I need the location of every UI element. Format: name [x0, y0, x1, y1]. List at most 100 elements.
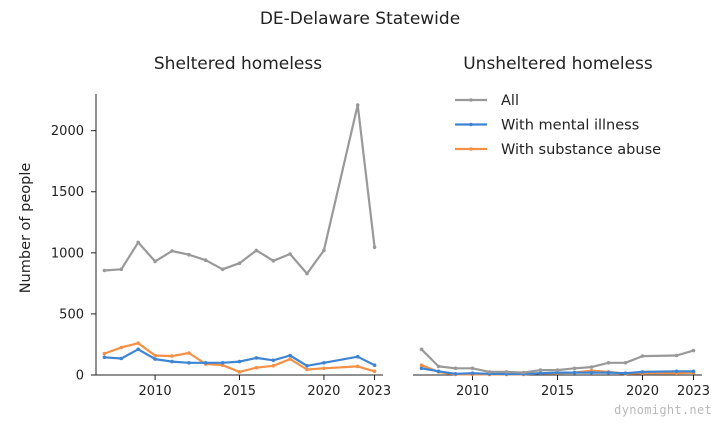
- legend-swatch-marker: [469, 98, 473, 102]
- data-point-with-substance-abuse: [372, 369, 377, 374]
- x-tick-label: 2020: [626, 384, 659, 399]
- data-point-with-substance-abuse: [271, 364, 276, 368]
- y-tick-label: 0: [76, 369, 84, 384]
- panel-title: Sheltered homeless: [154, 54, 322, 74]
- x-tick-label: 2020: [307, 384, 340, 399]
- data-point-with-mental-illness: [623, 371, 628, 376]
- series-line-with-substance-abuse: [104, 342, 375, 373]
- data-point-all: [691, 348, 696, 353]
- data-point-all: [589, 365, 594, 369]
- data-point-with-mental-illness: [119, 356, 124, 361]
- series-line-all: [420, 348, 694, 374]
- data-point-with-mental-illness: [322, 361, 326, 365]
- data-point-with-mental-illness: [305, 364, 309, 368]
- y-tick-label: 1000: [51, 246, 84, 261]
- series-line-with-mental-illness: [104, 348, 376, 367]
- data-point-all: [203, 258, 208, 263]
- data-point-with-mental-illness: [419, 366, 424, 371]
- data-point-all: [487, 370, 492, 374]
- data-point-all: [322, 248, 326, 253]
- data-point-all: [119, 267, 124, 272]
- x-tick-label: 2023: [677, 384, 710, 399]
- x-tick-label: 2010: [456, 384, 489, 399]
- data-point-all: [237, 261, 242, 266]
- data-point-all: [187, 252, 191, 257]
- data-point-with-mental-illness: [538, 371, 543, 376]
- data-point-with-mental-illness: [355, 354, 360, 359]
- data-point-with-mental-illness: [288, 353, 292, 358]
- data-point-all: [170, 249, 174, 253]
- data-point-with-substance-abuse: [237, 370, 242, 374]
- y-axis-label: Number of people: [18, 163, 34, 294]
- y-tick-label: 2000: [51, 124, 84, 139]
- data-point-with-mental-illness: [606, 370, 611, 375]
- legend-label: With mental illness: [501, 118, 639, 134]
- data-point-with-substance-abuse: [288, 357, 292, 361]
- data-point-with-substance-abuse: [119, 345, 124, 350]
- data-point-with-mental-illness: [555, 370, 560, 375]
- x-tick-label: 2010: [139, 384, 172, 399]
- data-point-with-mental-illness: [220, 361, 225, 365]
- data-point-all: [504, 370, 509, 374]
- data-point-with-mental-illness: [691, 369, 696, 374]
- panel-title: Unsheltered homeless: [463, 54, 653, 74]
- data-point-all: [521, 370, 526, 375]
- data-point-with-substance-abuse: [419, 363, 424, 368]
- legend-label: With substance abuse: [501, 142, 661, 158]
- data-point-with-substance-abuse: [153, 353, 157, 358]
- legend-swatch-marker: [469, 122, 473, 127]
- legend-item-with-substance-abuse: With substance abuse: [455, 142, 661, 158]
- data-point-all: [572, 366, 577, 371]
- data-point-with-mental-illness: [436, 369, 441, 374]
- data-point-with-mental-illness: [102, 355, 107, 360]
- data-point-all: [305, 271, 309, 276]
- data-point-with-mental-illness: [470, 371, 475, 376]
- data-point-with-mental-illness: [237, 359, 242, 364]
- data-point-all: [538, 368, 543, 372]
- figure-title: DE-Delaware Statewide: [260, 9, 460, 29]
- data-point-with-mental-illness: [153, 357, 157, 361]
- data-point-all: [453, 366, 458, 371]
- panels: Sheltered homeless 2010 2015 2020 2023 0 500 10…: [51, 54, 710, 399]
- data-point-all: [623, 361, 628, 365]
- series-line-all: [104, 103, 376, 275]
- data-point-with-mental-illness: [271, 358, 276, 363]
- data-point-with-substance-abuse: [102, 351, 107, 356]
- data-point-all: [674, 353, 679, 358]
- data-point-with-mental-illness: [187, 361, 191, 365]
- data-point-all: [136, 240, 140, 245]
- data-point-all: [436, 364, 441, 369]
- data-point-with-mental-illness: [674, 369, 679, 374]
- data-point-with-mental-illness: [572, 370, 577, 375]
- data-point-all: [220, 267, 225, 272]
- data-point-with-mental-illness: [589, 370, 594, 375]
- panel-unsheltered-homeless: Unsheltered homeless 2010 2015 2020 2023: [413, 54, 710, 399]
- data-point-with-substance-abuse: [254, 365, 259, 370]
- data-point-with-substance-abuse: [170, 354, 174, 358]
- data-point-with-mental-illness: [640, 370, 645, 374]
- data-point-all: [102, 268, 107, 273]
- data-point-all: [288, 252, 292, 256]
- panel-sheltered-homeless: Sheltered homeless 2010 2015 2020 2023 0 500 10…: [51, 54, 391, 399]
- data-point-with-mental-illness: [203, 361, 208, 365]
- data-point-all: [271, 259, 276, 263]
- x-tick-label: 2015: [223, 384, 256, 399]
- data-point-with-substance-abuse: [187, 351, 191, 355]
- y-tick-label: 500: [59, 307, 84, 322]
- data-point-all: [640, 354, 645, 358]
- data-point-all: [606, 361, 611, 365]
- data-point-all: [254, 248, 259, 253]
- data-point-all: [372, 245, 377, 250]
- legend-label: All: [501, 93, 519, 109]
- data-point-all: [355, 103, 360, 107]
- data-point-with-substance-abuse: [305, 367, 309, 372]
- y-tick-label: 1500: [51, 185, 84, 200]
- legend-swatch-marker: [469, 147, 473, 151]
- watermark: dynomight.net: [614, 403, 712, 417]
- data-point-with-mental-illness: [453, 372, 458, 376]
- data-point-with-mental-illness: [170, 359, 174, 364]
- legend: All With mental illness With substance abu…: [455, 93, 661, 158]
- series-line-with-mental-illness: [421, 367, 694, 376]
